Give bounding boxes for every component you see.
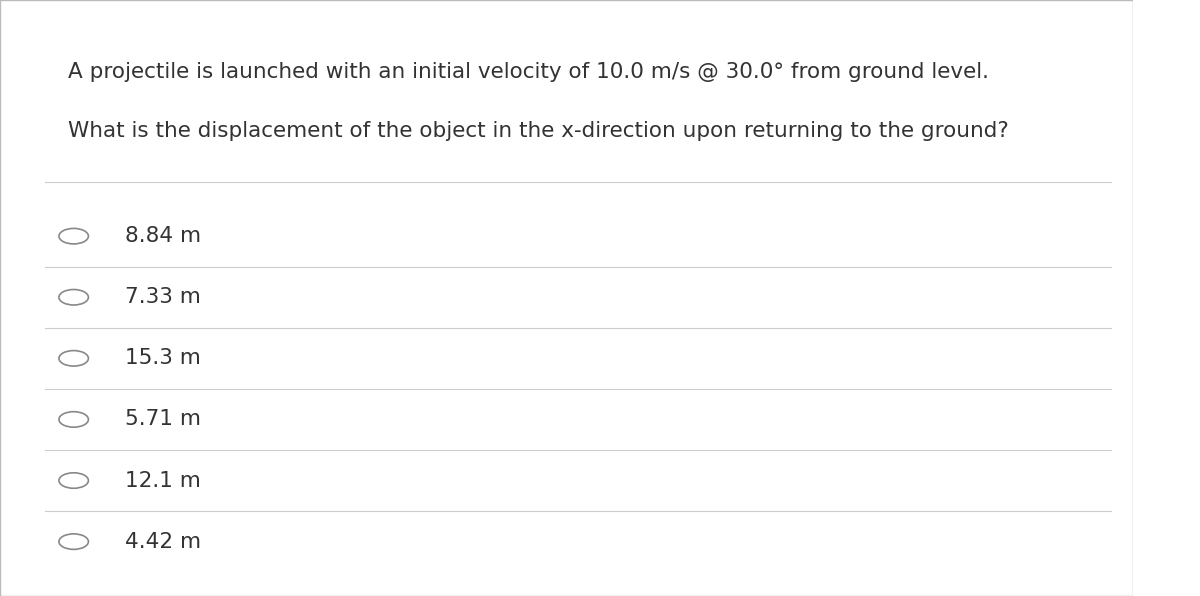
Text: 4.42 m: 4.42 m bbox=[125, 532, 200, 552]
Text: 8.84 m: 8.84 m bbox=[125, 226, 200, 246]
Text: What is the displacement of the object in the x-direction upon returning to the : What is the displacement of the object i… bbox=[68, 121, 1009, 141]
Text: 15.3 m: 15.3 m bbox=[125, 348, 200, 368]
Text: A projectile is launched with an initial velocity of 10.0 m/s @ 30.0° from groun: A projectile is launched with an initial… bbox=[68, 61, 989, 82]
Text: 5.71 m: 5.71 m bbox=[125, 409, 200, 430]
Text: 12.1 m: 12.1 m bbox=[125, 470, 200, 491]
Text: 7.33 m: 7.33 m bbox=[125, 287, 200, 308]
